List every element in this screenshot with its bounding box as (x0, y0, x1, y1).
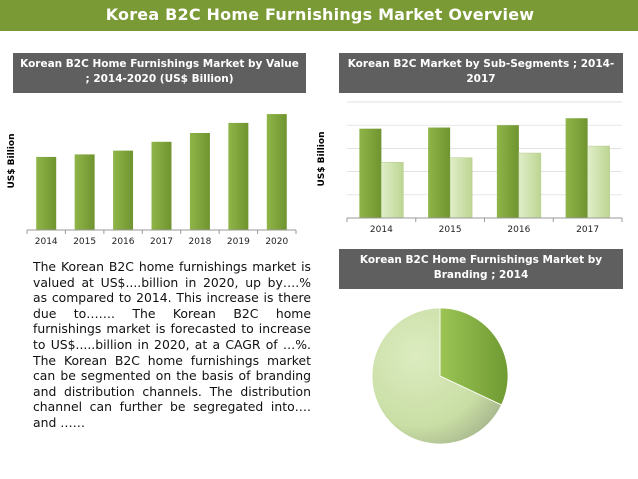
chart1-title: Korean B2C Home Furnishings Market by Va… (13, 53, 306, 93)
chart1-tick-2015: 2015 (73, 237, 96, 247)
chart1-bar-2019 (228, 122, 249, 230)
chart3-slice-1 (439, 307, 509, 406)
page-title: Korea B2C Home Furnishings Market Overvi… (90, 2, 550, 27)
chart3-slice-2 (371, 307, 503, 445)
chart1-tick-2017: 2017 (150, 237, 173, 247)
chart1-tick-2020: 2020 (265, 237, 288, 247)
overview-paragraph: The Korean B2C home furnishings market i… (33, 259, 311, 430)
chart2-tick-2015: 2015 (439, 225, 462, 235)
chart2-bar-s1-2017 (565, 118, 588, 218)
chart2-tick-2017: 2017 (576, 225, 599, 235)
chart1-tick-2014: 2014 (35, 237, 58, 247)
chart2-title: Korean B2C Market by Sub-Segments ; 2014… (339, 53, 623, 93)
chart1-bar-2017 (151, 141, 172, 230)
chart2-tick-2016: 2016 (507, 225, 530, 235)
chart2-bar-s1-2014 (359, 128, 382, 218)
chart2-tick-2014: 2014 (370, 225, 393, 235)
chart1-bar-2020 (266, 114, 287, 230)
chart3-title: Korean B2C Home Furnishings Market by Br… (339, 249, 623, 289)
chart1-bar-2014 (36, 156, 57, 230)
chart1-tick-2018: 2018 (188, 237, 211, 247)
chart1-bar-2016 (113, 150, 134, 230)
chart1-bar-2015 (74, 154, 95, 230)
title-bar: Korea B2C Home Furnishings Market Overvi… (0, 0, 638, 31)
chart2-bar-s1-2015 (428, 127, 451, 218)
chart1-tick-2019: 2019 (227, 237, 250, 247)
chart2-bar-s1-2016 (496, 125, 519, 218)
chart1-tick-2016: 2016 (112, 237, 135, 247)
chart1-bar-2018 (189, 132, 210, 230)
